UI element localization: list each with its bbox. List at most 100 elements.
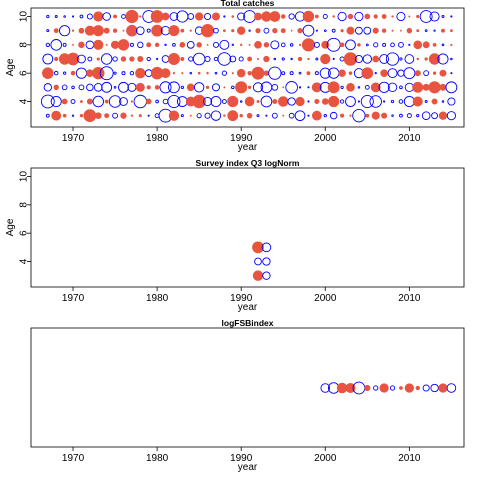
bubble-positive [92,66,105,80]
bubble-negative [352,109,366,123]
bubble-positive [129,56,135,62]
bubble-positive [282,114,285,117]
bubble-positive [381,14,387,19]
bubble-negative [180,85,184,89]
bubble-negative [315,29,318,32]
bubble-positive [332,15,335,18]
bubble-positive [72,43,74,46]
bubble-positive [256,57,260,61]
bubble-negative [159,81,172,94]
bubble-negative [70,99,76,104]
bubble-positive [247,71,252,76]
bubble-negative [203,96,213,107]
bubble-negative [252,82,264,93]
bubble-positive [372,27,379,34]
bubble-negative [40,94,55,109]
bubble-positive [80,100,83,103]
y-axis-label: Age [5,218,16,236]
bubble-negative [119,97,128,106]
bubble-positive [252,270,264,281]
bubble-negative [396,11,406,22]
bubble-positive [349,114,352,117]
bubble-positive [364,13,371,20]
bubble-positive [172,72,176,75]
bubble-negative [270,40,280,50]
bubble-negative [92,95,104,108]
bubble-positive [189,114,192,117]
bubble-positive [236,68,246,78]
bubble-negative [85,40,95,50]
bubble-negative [146,28,151,33]
y-tick-label: 8 [19,202,30,208]
bubble-negative [78,84,85,91]
bubble-positive [290,29,293,32]
bubble-negative [354,11,364,22]
bubble-negative [307,100,310,103]
bubble-positive [227,95,239,108]
bubble-negative [63,15,66,18]
bubble-negative [256,114,260,118]
bubble-negative [193,82,205,93]
bubble-positive [339,42,345,48]
bubble-negative [210,110,222,121]
bubble-negative [365,43,369,47]
bubble-negative [136,26,145,35]
bubble-negative [154,113,160,119]
y-axis-label: Age [5,58,16,76]
bubble-positive [346,26,355,35]
bubble-positive [340,29,344,33]
bubble-positive [321,98,329,105]
bubble-positive [314,98,320,105]
bubble-positive [277,96,289,107]
y-tick-label: 10 [19,171,30,183]
bubble-positive [54,56,59,62]
bubble-negative [357,100,360,103]
bubble-negative [320,383,331,393]
bubble-positive [83,109,97,123]
bubble-negative [221,99,227,104]
bubble-positive [343,52,358,66]
x-axis-label: year [238,462,258,473]
bubble-negative [399,85,403,90]
bubble-negative [441,100,445,103]
bubble-positive [439,69,447,77]
bubble-negative [390,42,395,48]
bubble-negative [289,71,294,76]
bubble-negative [441,15,445,18]
bubble-negative [196,113,202,119]
bubble-positive [167,52,180,66]
bubble-negative [287,97,296,106]
bubble-negative [307,86,310,89]
bubble-positive [66,52,80,66]
bubble-negative [133,94,148,109]
panel-3: logFSBindex 1970 1980 1990 2000 2010 year [30,318,465,473]
bubble-positive [151,24,163,37]
bubble-positive [345,383,356,393]
bubble-negative [211,83,220,92]
bubble-positive [449,29,453,33]
bubble-positive [104,113,110,119]
bubble-positive [450,43,453,46]
bubble-negative [378,81,390,93]
bubble-positive [247,85,252,89]
bubble-positive [438,111,448,120]
bubble-negative [213,56,219,62]
bubble-negative [424,29,428,33]
bubble-positive [150,10,164,23]
bubble-negative [77,54,86,64]
bubble-positive [94,112,102,120]
bubble-positive [105,43,108,46]
bubble-positive [428,81,441,94]
bubble-positive [424,57,428,61]
panel-title: Survey index Q3 logNorm [196,158,300,168]
bubble-positive [439,83,447,91]
bubble-negative [281,57,285,61]
bubble-negative [374,72,377,75]
bubble-negative [237,12,246,21]
bubble-negative [332,57,335,61]
bubble-positive [78,41,85,49]
bubble-positive [404,383,414,393]
bubble-negative [210,96,222,107]
bubble-negative [63,71,67,75]
bubble-positive [399,386,403,390]
